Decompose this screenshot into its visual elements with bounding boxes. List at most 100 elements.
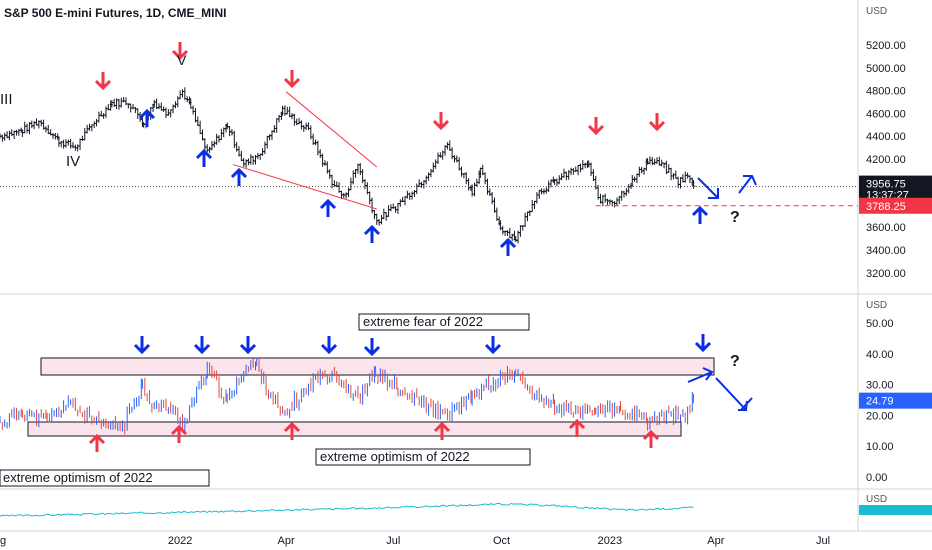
channel-upper-line [285, 91, 378, 168]
bottom-series-line [0, 502, 694, 517]
vix-tick-label: 10.00 [866, 441, 894, 453]
x-tick-label: Apr [707, 535, 724, 547]
optimism-annotation-text-2: extreme optimism of 2022 [3, 470, 153, 485]
price-tick-label: 5000.00 [866, 63, 906, 75]
arrow-head [320, 343, 338, 355]
vix-tick-label: 0.00 [866, 472, 887, 484]
x-tick-label: 2023 [598, 535, 622, 547]
arrow-head [138, 108, 156, 120]
arrow-head [568, 418, 586, 430]
red-up-arrow [170, 424, 188, 443]
price-tick-label: 5200.00 [866, 40, 906, 52]
projection-up-arrow-head [743, 175, 757, 186]
vix-projection-down [715, 377, 747, 411]
blue-down-arrow [363, 338, 381, 357]
vix-tick-label: 20.00 [866, 410, 894, 422]
x-tick-label: Apr [278, 535, 295, 547]
vix-projection-up [687, 371, 713, 383]
chart-title: S&P 500 E-mini Futures, 1D, CME_MINI [4, 6, 227, 20]
price-tick-label: 3200.00 [866, 268, 906, 280]
price-tick-label: 3600.00 [866, 222, 906, 234]
blue-down-arrow [320, 336, 338, 355]
extreme-optimism-zone [27, 421, 682, 437]
extreme-fear-zone [40, 357, 715, 376]
price-tick-label: 4200.00 [866, 154, 906, 166]
x-tick-label: Oct [493, 535, 510, 547]
arrow-head [230, 167, 248, 179]
red-up-arrow [642, 429, 660, 448]
optimism-annotation-box [315, 448, 531, 466]
vix-tick-label: 40.00 [866, 349, 894, 361]
blue-down-arrow [694, 334, 712, 353]
arrow-head [195, 148, 213, 160]
channel-lower-line [232, 164, 377, 210]
vix-last-badge [859, 392, 932, 409]
vix-axis-currency: USD [866, 300, 887, 311]
red-up-arrow [568, 418, 586, 437]
vix-projection-tail [740, 397, 753, 411]
price-tick-label: 4800.00 [866, 86, 906, 98]
vix-projection-up-head [702, 367, 714, 381]
red-down-arrow [171, 42, 189, 61]
arrow-head [319, 198, 337, 210]
x-tick-label: Jul [386, 535, 400, 547]
bottom-value-badge [859, 505, 932, 515]
wave-label-iv: IV [66, 153, 80, 170]
projection-down-arrow [697, 177, 719, 199]
vix-last-label: 24.79 [866, 396, 894, 408]
x-tick-label: Jul [816, 535, 830, 547]
red-down-arrow [587, 117, 605, 136]
red-down-arrow [648, 113, 666, 132]
blue-down-arrow [193, 336, 211, 355]
red-down-arrow [283, 70, 301, 89]
price-candles [0, 87, 696, 244]
arrow-head [648, 120, 666, 132]
support-price-label: 3788.25 [866, 201, 906, 213]
arrow-head [363, 224, 381, 236]
projection-up-arrow [738, 175, 753, 194]
arrow-head [484, 343, 502, 355]
arrow-head [283, 77, 301, 89]
wave-label-iii: III [0, 91, 13, 108]
last-price-label: 3956.75 [866, 179, 906, 191]
price-tick-label: 4600.00 [866, 108, 906, 120]
arrow-head [499, 237, 517, 249]
question-mark-vix: ? [730, 353, 740, 370]
arrow-head [691, 205, 709, 217]
arrow-head [94, 79, 112, 91]
blue-up-arrow [691, 205, 709, 224]
blue-up-arrow [195, 148, 213, 167]
arrow-head [239, 343, 257, 355]
blue-up-arrow [230, 167, 248, 186]
optimism-annotation-box-2 [0, 469, 210, 487]
blue-down-arrow [239, 336, 257, 355]
last-price-badge [859, 175, 932, 202]
price-tick-label: 3400.00 [866, 245, 906, 257]
vix-tick-label: 50.00 [866, 318, 894, 330]
arrow-head [133, 343, 151, 355]
projection-down-arrow-head [708, 188, 719, 199]
arrow-head [171, 49, 189, 61]
blue-up-arrow [499, 237, 517, 256]
blue-down-arrow [133, 336, 151, 355]
price-tick-label: 4400.00 [866, 131, 906, 143]
arrow-head [432, 119, 450, 131]
blue-down-arrow [484, 336, 502, 355]
red-down-arrow [432, 112, 450, 131]
vix-candles [0, 357, 694, 435]
red-up-arrow [433, 421, 451, 440]
arrow-head [433, 421, 451, 433]
blue-up-arrow [138, 108, 156, 127]
wave-label-v: V [177, 52, 187, 68]
support-price-badge [859, 197, 932, 214]
red-up-arrow [283, 421, 301, 440]
arrow-head [363, 345, 381, 357]
blue-up-arrow [319, 198, 337, 217]
arrow-head [587, 124, 605, 136]
arrow-head [283, 421, 301, 433]
blue-up-arrow [363, 224, 381, 243]
red-up-arrow [88, 433, 106, 452]
arrow-head [193, 343, 211, 355]
question-mark-price: ? [730, 209, 740, 226]
